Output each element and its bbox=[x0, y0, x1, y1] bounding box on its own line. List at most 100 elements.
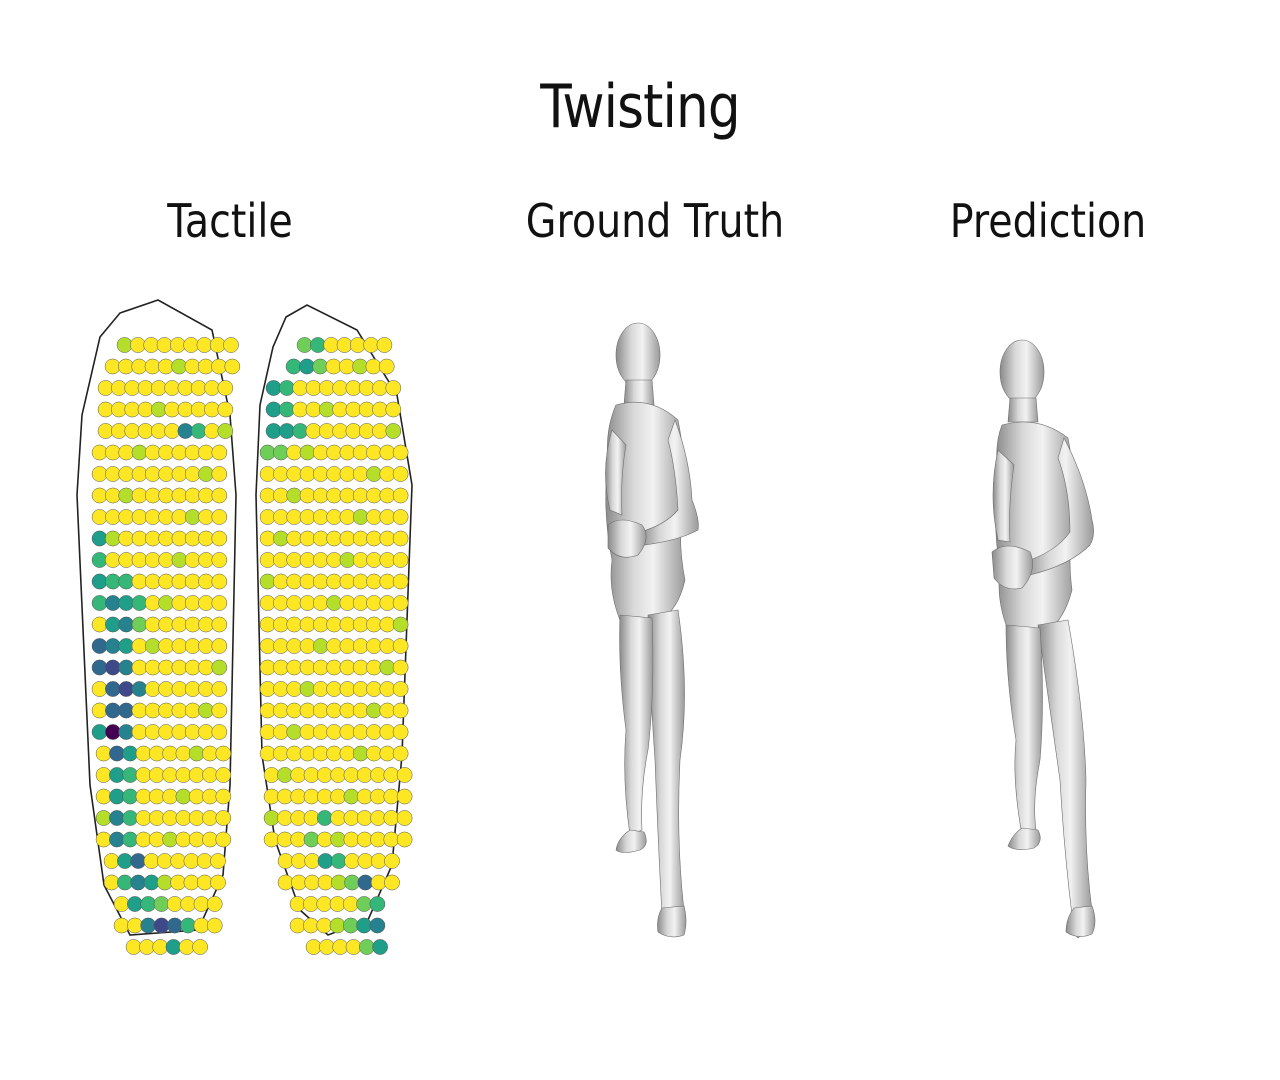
left-sensor-dot bbox=[118, 595, 135, 611]
right-sensor-dot bbox=[326, 487, 342, 504]
right-sensor-dot bbox=[277, 831, 293, 848]
right-sensor-dot bbox=[304, 874, 321, 891]
right-sensor-dot bbox=[352, 530, 369, 547]
right-sensor-dot bbox=[291, 874, 307, 891]
left-sensor-dot bbox=[211, 616, 228, 633]
left-sensor-dot bbox=[105, 509, 121, 525]
left-sensor-dot bbox=[144, 509, 161, 525]
left-sensor-dot bbox=[118, 724, 135, 740]
left-sensor-dot bbox=[109, 810, 125, 826]
left-sensor-dot bbox=[211, 466, 228, 482]
left-sensor-dot bbox=[105, 487, 121, 504]
right-sensor-dot bbox=[312, 724, 329, 740]
left-sensor-dot bbox=[184, 487, 201, 504]
left-sensor-dot bbox=[144, 573, 161, 590]
right-sensor-dot bbox=[352, 616, 369, 633]
right-sensor-dot bbox=[332, 423, 348, 439]
left-sensor-dot bbox=[109, 745, 125, 762]
left-sensor-dot bbox=[105, 552, 121, 568]
right-sensor-dot bbox=[312, 702, 329, 719]
left-sensor-dot bbox=[130, 853, 147, 869]
left-sensor-dot bbox=[152, 939, 169, 955]
right-sensor-dot bbox=[299, 702, 316, 719]
left-sensor-dot bbox=[171, 638, 188, 654]
right-sensor-dot bbox=[336, 337, 353, 353]
right-sensor-dot bbox=[339, 659, 356, 676]
left-sensor-dot bbox=[158, 638, 174, 654]
left-sensor-dot bbox=[204, 401, 220, 418]
right-sensor-dot bbox=[356, 788, 373, 805]
right-sensor-dot bbox=[366, 444, 382, 461]
right-sensor-dot bbox=[305, 380, 322, 396]
right-sensor-dot bbox=[312, 681, 329, 697]
left-sensor-dot bbox=[211, 444, 228, 461]
left-sensor-dot bbox=[175, 767, 192, 783]
right-sensor-dot bbox=[392, 659, 409, 676]
right-sensor-dot bbox=[326, 745, 342, 762]
right-sensor-dot bbox=[369, 917, 386, 934]
right-sensor-dot bbox=[299, 681, 316, 697]
left-sensor-dot bbox=[198, 659, 214, 676]
left-sensor-dot bbox=[144, 358, 161, 375]
left-sensor-dot bbox=[105, 466, 121, 482]
right-sensor-dot bbox=[286, 681, 303, 697]
right-sensor-dot bbox=[299, 724, 316, 740]
left-sensor-dot bbox=[135, 745, 152, 762]
left-sensor-dot bbox=[223, 337, 239, 353]
right-sensor-dot bbox=[303, 767, 320, 783]
left-sensor-dot bbox=[193, 896, 210, 912]
right-sensor-dot bbox=[290, 810, 307, 826]
right-sensor-dot bbox=[383, 767, 400, 783]
left-sensor-dot bbox=[175, 810, 192, 826]
right-sensor-dot bbox=[366, 595, 382, 611]
left-sensor-dot bbox=[130, 874, 147, 891]
left-sensor-dot bbox=[193, 917, 210, 934]
left-sensor-dot bbox=[148, 788, 165, 805]
right-sensor-dot bbox=[299, 358, 315, 375]
left-sensor-dot bbox=[144, 444, 161, 461]
left-sensor-dot bbox=[144, 595, 161, 611]
left-sensor-dot bbox=[122, 767, 139, 783]
right-sensor-dot bbox=[383, 788, 400, 805]
right-sensor-dot bbox=[370, 831, 386, 848]
right-sensor-dot bbox=[343, 831, 360, 848]
left-sensor-dot bbox=[91, 595, 108, 611]
right-sensor-dot bbox=[352, 573, 369, 590]
right-sensor-dot bbox=[323, 337, 340, 353]
right-sensor-dot bbox=[305, 423, 322, 439]
right-sensor-dot bbox=[259, 638, 276, 654]
right-sensor-dot bbox=[312, 616, 329, 633]
right-sensor-dot bbox=[372, 401, 388, 418]
left-sensor-dot bbox=[202, 831, 218, 848]
left-sensor-dot bbox=[135, 810, 152, 826]
left-sensor-dot bbox=[188, 788, 205, 805]
left-sensor-dot bbox=[105, 616, 121, 633]
left-sensor-dot bbox=[95, 788, 112, 805]
right-sensor-dot bbox=[259, 509, 276, 525]
left-sensor-dot bbox=[171, 681, 188, 697]
right-sensor-dot bbox=[358, 401, 375, 418]
right-sensor-dot bbox=[343, 788, 360, 805]
right-sensor-dot bbox=[383, 810, 400, 826]
right-sensor-dot bbox=[379, 681, 396, 697]
left-sensor-dot bbox=[215, 745, 232, 762]
left-sensor-dot bbox=[144, 659, 161, 676]
right-sensor-dot bbox=[273, 444, 289, 461]
left-sensor-dot bbox=[137, 423, 154, 439]
left-sensor-dot bbox=[131, 487, 148, 504]
right-sensor-dot bbox=[330, 810, 346, 826]
left-sensor-dot bbox=[144, 724, 161, 740]
gt-head bbox=[615, 322, 661, 388]
left-sensor-dot bbox=[215, 788, 232, 805]
left-sensor-dot bbox=[124, 380, 141, 396]
right-sensor-dot bbox=[312, 573, 329, 590]
left-sensor-dot bbox=[171, 702, 188, 719]
left-sensor-dot bbox=[188, 810, 205, 826]
left-sensor-dot bbox=[184, 358, 201, 375]
left-sensor-dot bbox=[156, 337, 173, 353]
right-sensor-dot bbox=[312, 530, 329, 547]
right-sensor-dot bbox=[339, 745, 356, 762]
left-sensor-dot bbox=[148, 767, 165, 783]
left-sensor-dot bbox=[127, 917, 143, 934]
right-sensor-dot bbox=[273, 702, 289, 719]
